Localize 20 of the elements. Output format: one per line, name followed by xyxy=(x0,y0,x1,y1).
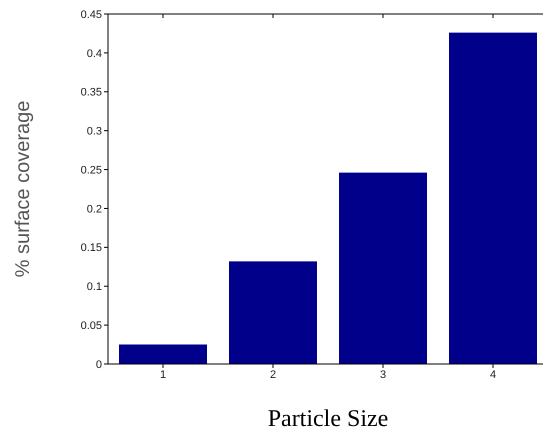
x-tick-label: 1 xyxy=(160,368,166,381)
y-tick-label: 0.05 xyxy=(80,320,102,332)
y-tick-label: 0.25 xyxy=(80,164,102,176)
y-tick-label: 0.4 xyxy=(86,48,102,60)
bar xyxy=(339,172,427,364)
y-tick-label: 0.1 xyxy=(86,281,102,294)
x-axis-title: Particle Size xyxy=(268,406,388,432)
y-tick-label: 0.45 xyxy=(80,8,102,21)
y-tick-label: 0.15 xyxy=(80,242,102,254)
bar xyxy=(229,261,317,364)
y-tick-label: 0.3 xyxy=(86,126,102,138)
x-tick-label: 2 xyxy=(270,368,276,381)
x-tick-label: 4 xyxy=(490,368,496,381)
x-tick-label: 3 xyxy=(380,368,386,381)
bar xyxy=(119,344,207,364)
y-tick-label: 0.2 xyxy=(86,203,102,216)
y-axis-title: % surface coverage xyxy=(12,100,34,278)
y-tick-label: 0 xyxy=(96,358,102,371)
bar xyxy=(449,32,537,364)
y-tick-label: 0.35 xyxy=(80,86,102,99)
